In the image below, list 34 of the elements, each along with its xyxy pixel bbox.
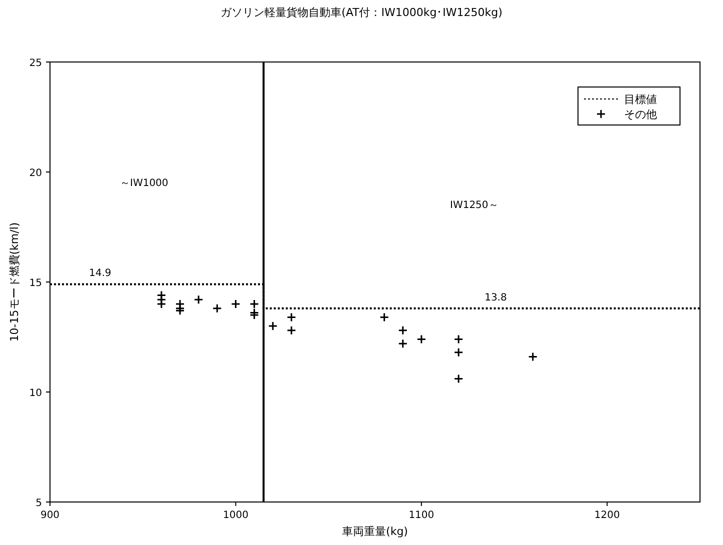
annotation: 14.9 <box>89 268 112 280</box>
point <box>230 299 240 309</box>
point <box>416 334 426 344</box>
point <box>398 338 408 348</box>
point <box>286 312 296 322</box>
y-axis-title: 10-15モード燃費(km/l) <box>8 222 21 342</box>
point <box>380 312 390 322</box>
point <box>250 299 260 309</box>
x-axis-title: 車両重量(kg) <box>342 525 408 538</box>
legend-label: その他 <box>624 108 657 121</box>
annotation: ～IW1000 <box>120 178 168 189</box>
y-tick-label: 10 <box>29 388 42 399</box>
point <box>528 352 538 362</box>
y-tick-label: 25 <box>29 58 42 69</box>
annotation: 13.8 <box>484 292 507 304</box>
y-tick-label: 20 <box>29 168 42 179</box>
chart-title: ガソリン軽量貨物自動車(AT付：IW1000kg･IW1250kg) <box>220 6 502 19</box>
point <box>194 294 204 304</box>
annotation: IW1250～ <box>450 200 498 211</box>
legend-label: 目標値 <box>624 93 657 106</box>
x-tick-label: 1100 <box>408 510 434 521</box>
point <box>454 348 464 358</box>
point <box>286 326 296 336</box>
x-tick-label: 900 <box>40 510 60 521</box>
point <box>398 326 408 336</box>
point <box>212 304 222 314</box>
point <box>268 321 278 331</box>
y-tick-label: 15 <box>29 278 42 289</box>
x-tick-label: 1000 <box>222 510 248 521</box>
point <box>454 374 464 384</box>
point <box>454 334 464 344</box>
point <box>156 299 166 309</box>
y-tick-label: 5 <box>36 498 42 509</box>
x-tick-label: 1200 <box>594 510 620 521</box>
